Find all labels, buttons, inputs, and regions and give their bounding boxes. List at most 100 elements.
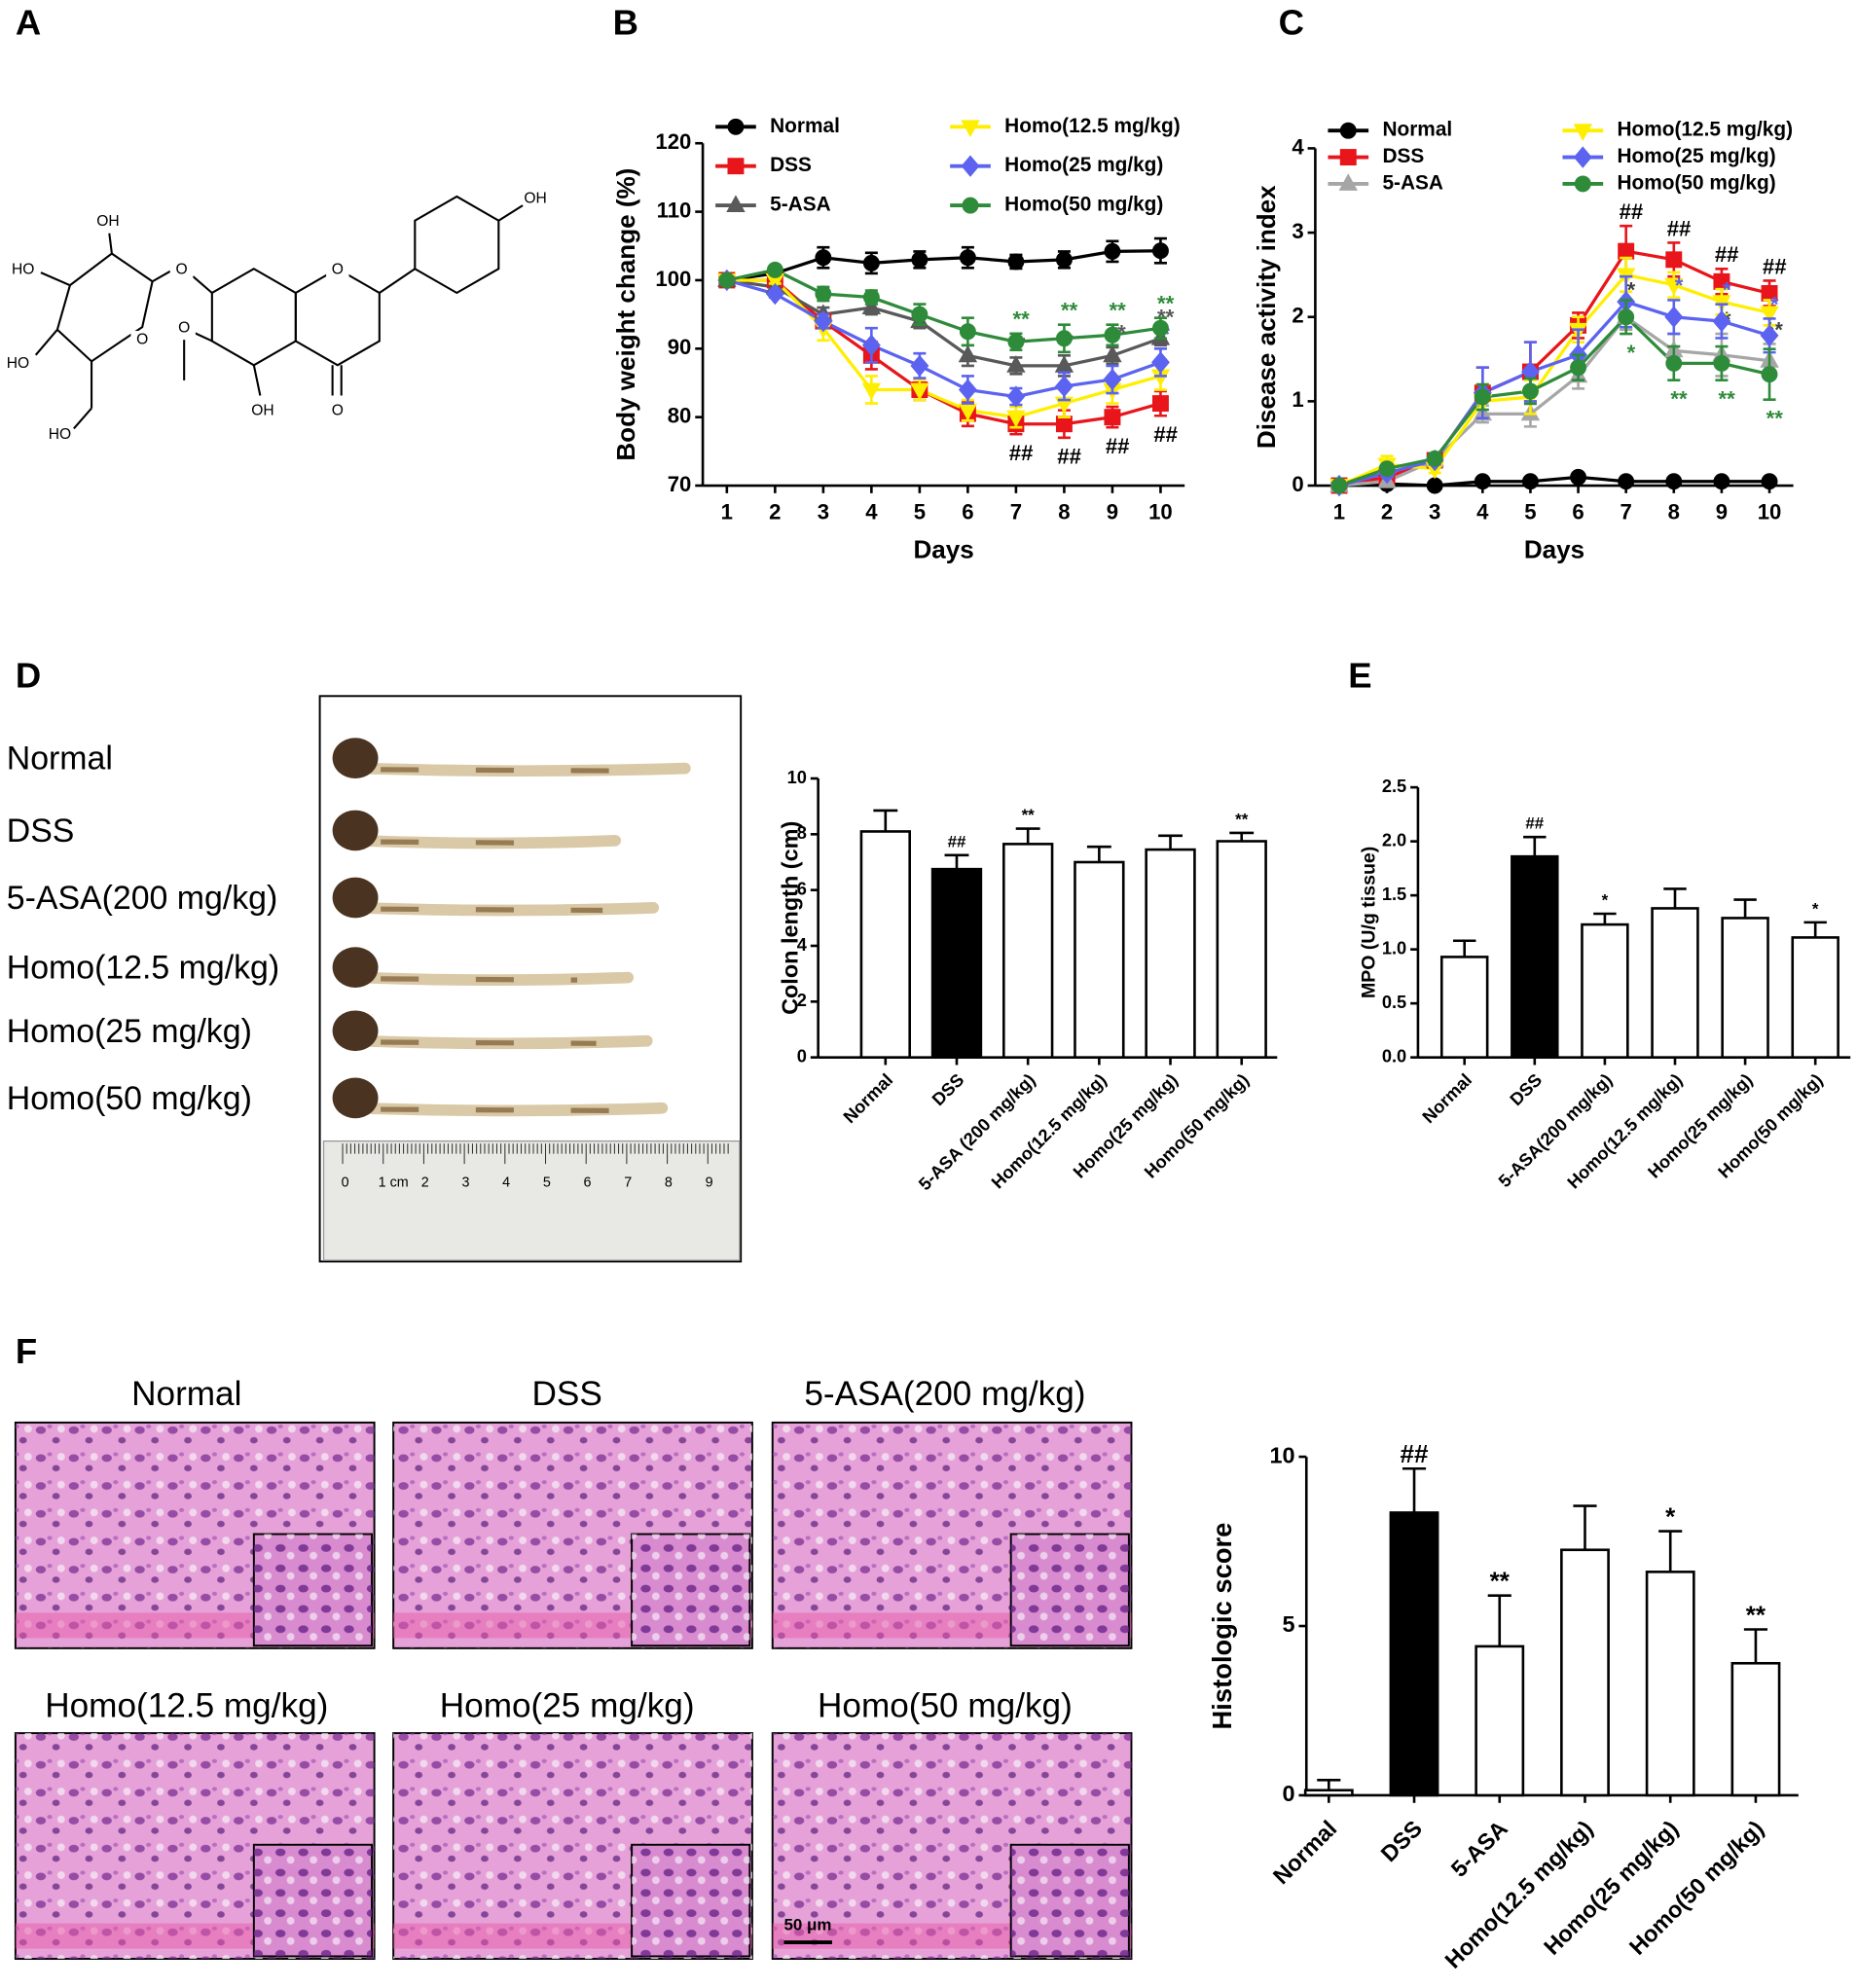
error-bar — [1402, 1466, 1427, 1513]
marker — [861, 382, 882, 401]
marker — [1151, 395, 1169, 413]
x-tick-label: 1 — [1333, 500, 1345, 524]
significance: ** — [1766, 406, 1784, 430]
significance: * — [1627, 341, 1636, 365]
significance: * — [1602, 890, 1609, 909]
marker — [910, 354, 929, 378]
marker — [959, 323, 976, 341]
significance: ## — [1667, 216, 1692, 240]
bar — [1791, 936, 1839, 1059]
marker — [958, 344, 978, 363]
marker — [861, 334, 881, 356]
bar — [1651, 907, 1699, 1059]
marker — [1664, 306, 1684, 328]
legend-label: Homo(50 mg/kg) — [1617, 171, 1775, 194]
significance: * — [1723, 278, 1731, 303]
marker — [718, 271, 736, 289]
marker — [1006, 385, 1026, 408]
label-bg — [130, 331, 154, 349]
marker — [1474, 473, 1491, 490]
marker — [862, 289, 880, 307]
colon-content — [381, 839, 565, 847]
legend-label: DSS — [1382, 145, 1424, 167]
significance: ** — [1235, 810, 1249, 828]
significance: ** — [1490, 1567, 1511, 1596]
series-line — [726, 278, 1161, 368]
marker — [1618, 308, 1635, 326]
marker — [1104, 409, 1121, 426]
marker — [1426, 450, 1443, 467]
significance: ** — [1022, 806, 1036, 824]
marker — [911, 251, 928, 269]
ruler-label: 7 — [624, 1175, 632, 1190]
marker — [1055, 330, 1073, 347]
x-axis-label: Days — [1524, 535, 1584, 564]
x-tick-label: 6 — [1572, 500, 1584, 524]
bar — [1303, 1789, 1354, 1797]
significance: ## — [1715, 242, 1739, 267]
y-tick-label: 80 — [668, 404, 692, 428]
significance: * — [1812, 899, 1819, 918]
y-tick-label: 2 — [797, 990, 807, 1010]
marker — [1378, 460, 1396, 478]
significance: ## — [1009, 441, 1034, 465]
series-line — [1338, 314, 1770, 488]
x-tick-label: DSS — [928, 1069, 967, 1109]
marker — [1151, 242, 1169, 260]
atom-label: OH — [524, 191, 546, 207]
x-tick-label: 7 — [1010, 500, 1022, 524]
error-bar — [1487, 1594, 1511, 1646]
group-label: Homo(50 mg/kg) — [7, 1080, 252, 1117]
colon-content — [381, 1039, 597, 1046]
y-axis-label: Colon length (cm) — [777, 821, 802, 1015]
ruler-label: 8 — [665, 1175, 673, 1190]
bar — [1001, 843, 1054, 1059]
y-tick-label: 3 — [1292, 219, 1303, 243]
significance: * — [1770, 292, 1779, 316]
y-axis-label: Disease activity index — [1252, 185, 1281, 449]
x-tick-label: 5-ASA — [1446, 1816, 1512, 1882]
inset-texture — [632, 1844, 750, 1957]
y-tick-label: 10 — [1269, 1442, 1294, 1467]
marker — [1665, 251, 1683, 269]
marker — [1521, 473, 1539, 490]
label-bg — [172, 319, 196, 338]
y-tick-label: 1 — [1292, 387, 1303, 412]
x-tick-label: Homo(12.5 mg/kg) — [1440, 1816, 1598, 1973]
error-bar — [873, 809, 898, 832]
panel-letter: C — [1279, 3, 1304, 43]
atom-label: HO — [49, 426, 71, 443]
atom-label: O — [332, 262, 344, 278]
series-line — [1338, 300, 1770, 488]
significance: ** — [1110, 298, 1127, 322]
marker — [1330, 477, 1348, 494]
marker — [1104, 242, 1121, 260]
marker — [1007, 253, 1025, 271]
marker — [959, 249, 976, 267]
marker — [1104, 326, 1121, 343]
significance: ## — [1153, 422, 1178, 447]
panel-letter: A — [16, 3, 41, 43]
ruler-label: 3 — [461, 1175, 469, 1190]
error-bar — [1523, 835, 1547, 857]
y-tick-label: 70 — [668, 472, 692, 496]
atom-label: O — [136, 331, 148, 347]
marker — [1103, 368, 1122, 391]
x-tick-label: 10 — [1148, 500, 1173, 524]
label-bg — [524, 190, 547, 208]
bar — [1581, 922, 1629, 1059]
inset-texture — [1010, 1534, 1129, 1646]
label-bg — [6, 354, 30, 374]
ruler-label: 5 — [543, 1175, 551, 1190]
significance: * — [1675, 273, 1684, 298]
error-bar — [1573, 1504, 1597, 1550]
group-label: DSS — [7, 813, 75, 849]
legend-label: 5-ASA — [770, 194, 831, 216]
significance: * — [1627, 278, 1636, 303]
atom-label: HO — [12, 262, 34, 278]
y-tick-label: 90 — [668, 335, 692, 359]
atom-label: HO — [7, 355, 29, 372]
marker — [1055, 251, 1073, 269]
legend-label: 5-ASA — [1382, 171, 1443, 194]
